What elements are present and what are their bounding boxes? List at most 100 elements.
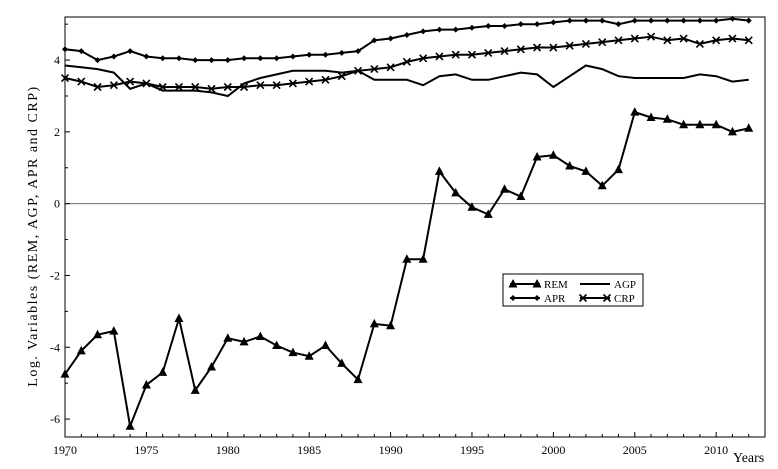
data-point-crp [744,36,753,45]
data-point-rem [548,150,558,159]
x-tick-label: 1990 [379,443,403,457]
data-point-rem [207,362,217,371]
data-point-rem [500,184,510,193]
data-point-apr [420,28,427,35]
data-point-apr [729,15,736,22]
data-point-rem [93,329,103,339]
legend-item-rem: REM [508,279,568,291]
y-tick-label: 4 [54,53,60,67]
series-line-agp [64,64,749,98]
data-point-apr [355,48,362,55]
data-point-crp [256,81,265,90]
data-point-apr [631,17,638,24]
data-point-apr [224,57,231,64]
data-point-apr [582,17,589,24]
data-point-apr [436,26,443,33]
data-point-rem [255,331,265,340]
data-point-apr [338,49,345,56]
data-point-crp [695,39,704,48]
data-point-rem [516,191,526,200]
legend-box [502,273,644,307]
data-point-crp [207,84,216,93]
series-apr [62,15,752,64]
data-point-crp [288,79,297,88]
x-tick-label: 2000 [541,443,565,457]
data-point-rem [76,345,86,355]
data-point-apr [696,17,703,24]
data-point-rem [662,114,672,123]
data-point-apr [322,51,329,58]
legend-item-apr: APR [510,293,566,305]
data-point-rem [320,340,330,349]
data-point-rem [239,336,249,346]
data-point-apr [599,17,606,24]
y-tick-label: -2 [50,268,60,282]
data-point-rem [646,112,656,122]
legend-marker-crp [602,293,612,303]
data-point-crp [451,50,460,59]
data-point-apr [306,51,313,58]
data-point-apr [387,35,394,42]
data-point-rem [60,369,70,378]
series-line-apr [64,17,749,62]
data-point-rem [451,187,461,197]
data-point-apr [452,26,459,33]
data-point-rem [565,160,575,170]
data-point-apr [62,46,68,53]
data-point-crp [630,34,639,43]
data-point-rem [190,385,200,394]
series-rem [60,107,754,430]
data-point-rem [109,326,119,335]
data-point-crp [467,50,477,59]
data-point-rem [597,180,607,190]
data-point-crp [60,73,70,83]
data-point-crp [77,77,86,86]
data-point-rem [272,340,282,349]
data-point-rem [125,421,135,430]
legend: REM AGP APR CRP [502,273,644,307]
data-point-crp [174,82,184,92]
data-point-rem [744,123,754,132]
data-point-rem [679,119,689,129]
data-point-crp [240,82,249,92]
y-axis-title: Log. Variables (REM, AGP, APR and CRP) [26,85,41,386]
data-point-rem [141,379,151,389]
legend-label-apr: APR [544,293,566,305]
data-point-rem [386,320,396,330]
data-point-apr [745,17,752,24]
data-point-apr [713,17,720,24]
data-point-crp [142,79,151,88]
data-point-apr [257,55,264,62]
data-point-crp [158,82,167,92]
y-tick-label: -4 [50,340,60,354]
legend-marker-rem [508,279,518,288]
data-point-apr [143,53,150,60]
data-point-apr [615,21,622,28]
data-point-apr [403,31,410,38]
data-point-crp [712,36,721,45]
series-crp [60,32,753,93]
data-point-crp [223,82,232,92]
y-tick-label: -6 [50,412,60,426]
data-point-crp [679,34,688,43]
data-point-apr [517,21,524,28]
legend-marker-apr [534,295,540,301]
data-point-rem [418,254,428,263]
data-point-rem [630,107,640,116]
data-point-crp [663,36,672,45]
data-point-rem [158,367,168,376]
data-point-apr [78,48,85,55]
data-point-apr [550,19,557,26]
data-point-apr [566,17,573,24]
x-tick-label: 1975 [134,443,158,457]
data-point-crp [728,34,737,43]
data-point-rem [581,166,591,175]
data-point-rem [223,333,233,342]
x-tick-label: 1980 [216,443,240,457]
data-point-rem [711,119,721,129]
data-point-crp [386,63,395,72]
data-point-crp [370,64,379,74]
data-point-apr [159,55,166,62]
data-point-crp [516,45,525,54]
data-point-crp [549,43,558,52]
